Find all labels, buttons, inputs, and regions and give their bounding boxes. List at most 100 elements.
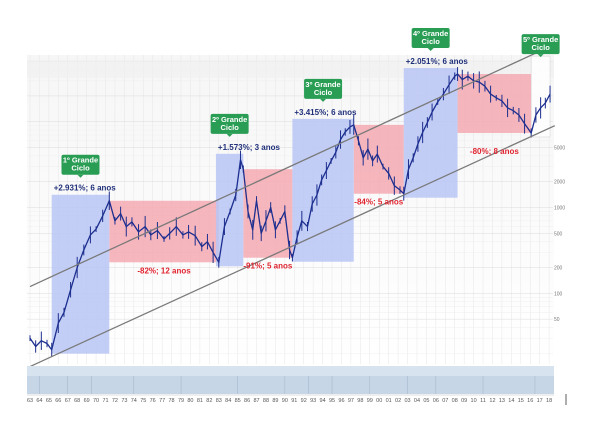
x-tick-label: 95: [329, 398, 335, 404]
cycle-zone: [292, 118, 354, 262]
cycle-label: 4º Grande: [413, 29, 448, 38]
y-tick-label: 50: [554, 317, 560, 323]
cycle-gain: +2.931%; 6 anos: [54, 184, 117, 193]
x-tick-label: 94: [320, 398, 326, 404]
x-tick-label: 14: [508, 398, 514, 404]
cycle-label-pointer: [320, 98, 327, 102]
x-tick-label: 66: [55, 398, 61, 404]
x-tick-label: 12: [489, 398, 495, 404]
x-tick-label: 89: [272, 398, 278, 404]
x-tick-label: 81: [197, 398, 203, 404]
x-tick-label: 71: [102, 398, 108, 404]
cycle-label: 3º Grande: [305, 80, 340, 89]
x-tick-label: 69: [84, 398, 90, 404]
decline-zone: [353, 124, 404, 194]
x-tick-label: 96: [338, 398, 344, 404]
channel-lower: [29, 125, 556, 368]
cycle-label-pointer: [427, 48, 434, 52]
x-tick-label: 75: [140, 398, 146, 404]
y-tick-label: 1000: [554, 206, 565, 212]
x-tick-label: 65: [46, 398, 52, 404]
x-tick-label: 64: [36, 398, 42, 404]
cycle-label: 2º Grande: [212, 115, 247, 124]
x-tick-label: 68: [74, 398, 80, 404]
x-tick-label: 97: [348, 398, 354, 404]
cycle-zone: [530, 55, 551, 138]
x-tick-label: 73: [121, 398, 127, 404]
x-tick-label: 86: [244, 398, 250, 404]
x-tick-label: 13: [499, 398, 505, 404]
x-tick-label: 79: [178, 398, 184, 404]
x-tick-label: 03: [404, 398, 410, 404]
era-band-top: [27, 366, 554, 376]
y-tick-label: 2000: [554, 180, 565, 186]
decline-zone: [109, 200, 219, 263]
x-tick-label: 06: [433, 398, 439, 404]
x-tick-label: 10: [471, 398, 477, 404]
decline-label: -91%; 5 anos: [243, 262, 292, 271]
x-tick-label: 74: [131, 398, 137, 404]
cycle-label-box: [61, 154, 100, 175]
y-tick-label: 100: [554, 291, 563, 297]
decline-label: -82%; 12 anos: [137, 266, 191, 275]
cycle-gain: +2.051%; 6 anos: [406, 57, 469, 66]
x-tick-label: 77: [159, 398, 165, 404]
cycle-label: 5º Grande: [523, 35, 558, 44]
cycle-label-box: [304, 78, 343, 99]
x-tick-label: 70: [93, 398, 99, 404]
cycle-label: Ciclo: [531, 43, 550, 52]
x-tick-label: 82: [206, 398, 212, 404]
x-tick-label: 98: [357, 398, 363, 404]
x-tick-label: 07: [442, 398, 448, 404]
x-tick-label: 90: [282, 398, 288, 404]
x-tick-label: 92: [301, 398, 307, 404]
cycle-label-box: [411, 28, 450, 49]
x-tick-label: 76: [150, 398, 156, 404]
x-tick-label: 93: [310, 398, 316, 404]
cycle-label-box: [210, 113, 249, 134]
cycle-label: Ciclo: [314, 88, 333, 97]
cycle-gain: +3.415%; 6 anos: [294, 108, 357, 117]
x-tick-label: 85: [235, 398, 241, 404]
x-tick-label: 04: [414, 398, 420, 404]
x-tick-label: 18: [546, 398, 552, 404]
price-series: [29, 67, 551, 357]
y-tick-label: 5000: [554, 146, 565, 152]
cycle-label: Ciclo: [220, 123, 239, 132]
era-band: [27, 376, 554, 394]
x-tick-label: 15: [518, 398, 524, 404]
cycle-label-pointer: [77, 174, 84, 178]
cycle-label-box: [521, 34, 560, 55]
x-tick-label: 02: [395, 398, 401, 404]
x-tick-label: 16: [527, 398, 533, 404]
decline-zone: [457, 74, 532, 133]
x-tick-label: 67: [65, 398, 71, 404]
cycle-label: Ciclo: [421, 37, 440, 46]
cycle-label: Ciclo: [71, 164, 90, 173]
cycle-label-pointer: [226, 133, 233, 137]
x-tick-label: 87: [253, 398, 259, 404]
y-tick-label: 500: [554, 231, 563, 237]
cycle-gain: +1.573%; 3 anos: [218, 143, 281, 152]
x-tick-label: 72: [112, 398, 118, 404]
x-tick-label: 08: [452, 398, 458, 404]
x-tick-label: 78: [169, 398, 175, 404]
x-tick-label: 99: [367, 398, 373, 404]
x-tick-label: 84: [225, 398, 231, 404]
x-tick-label: 80: [187, 398, 193, 404]
x-tick-label: 05: [423, 398, 429, 404]
y-tick-label: 200: [554, 265, 563, 271]
x-tick-label: 17: [537, 398, 543, 404]
x-tick-label: 63: [27, 398, 33, 404]
x-tick-label: 00: [376, 398, 382, 404]
decline-label: -84%; 5 anos: [354, 198, 403, 207]
x-tick-label: 88: [263, 398, 269, 404]
decline-label: -80%; 8 anos: [470, 147, 519, 156]
cycle-label-pointer: [537, 54, 544, 58]
x-tick-label: 83: [216, 398, 222, 404]
x-tick-label: 11: [480, 398, 486, 404]
x-tick-label: 09: [461, 398, 467, 404]
